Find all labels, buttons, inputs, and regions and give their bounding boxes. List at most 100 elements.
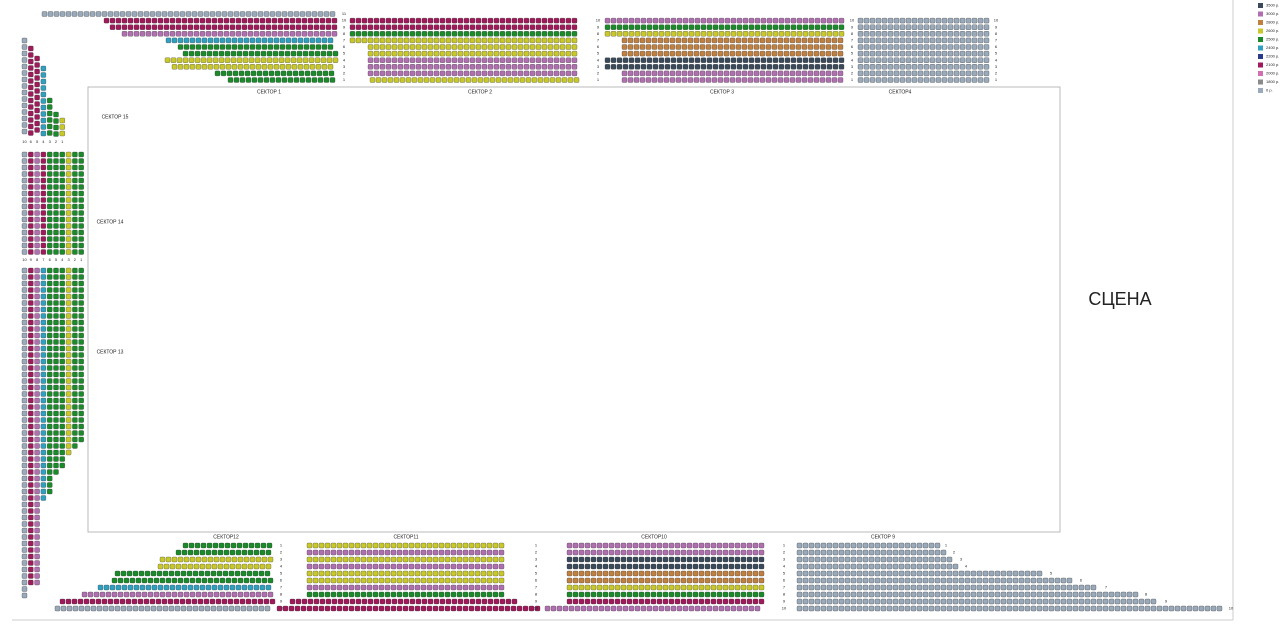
seat: [965, 77, 972, 83]
seat: [862, 556, 869, 563]
seat: [752, 570, 759, 577]
seat: [34, 177, 40, 184]
seat: [65, 326, 72, 332]
seat: [766, 31, 773, 37]
seat: [565, 37, 572, 44]
seat: [541, 31, 548, 37]
seat: [21, 57, 28, 63]
seat: [21, 521, 28, 527]
seat: [414, 549, 421, 556]
seat: [535, 31, 542, 37]
seat: [171, 37, 178, 44]
seat: [132, 570, 139, 577]
seat: [634, 57, 641, 63]
seat: [716, 556, 723, 563]
seat: [83, 11, 90, 17]
seat: [590, 570, 597, 577]
seat: [656, 542, 663, 549]
seat: [237, 577, 244, 584]
seat: [596, 591, 603, 598]
legend-swatch: [1258, 37, 1263, 42]
seat: [65, 300, 72, 306]
seat: [21, 306, 28, 313]
seat: [72, 423, 78, 430]
seat: [65, 236, 72, 242]
seat: [728, 591, 735, 598]
seat: [934, 542, 941, 549]
seat: [379, 44, 386, 50]
seat: [561, 77, 568, 83]
seat: [856, 542, 863, 549]
seat: [201, 44, 208, 50]
seat: [626, 598, 633, 605]
seat: [47, 430, 53, 436]
seat: [157, 24, 164, 30]
seat: [910, 542, 917, 549]
seat: [887, 64, 894, 70]
seat: [59, 249, 65, 255]
seat: [366, 577, 373, 584]
seat: [541, 70, 548, 77]
seat: [893, 77, 900, 83]
seat: [742, 31, 749, 37]
seat: [243, 591, 250, 598]
seat: [658, 64, 665, 70]
seat: [211, 549, 218, 556]
seat: [680, 556, 687, 563]
seat: [910, 577, 917, 584]
seat: [748, 64, 755, 70]
seat: [832, 584, 839, 591]
seat: [627, 70, 634, 77]
seat: [117, 577, 124, 584]
seat: [856, 605, 863, 612]
row-label: 5: [783, 571, 786, 576]
seat: [668, 577, 675, 584]
seat: [438, 542, 445, 549]
seat: [505, 17, 512, 24]
seat: [850, 570, 857, 577]
seat: [66, 605, 73, 612]
seat: [34, 68, 40, 75]
seat: [608, 542, 615, 549]
seat: [477, 77, 484, 83]
seat: [159, 577, 166, 584]
seat: [198, 605, 205, 612]
seat: [65, 371, 72, 378]
seat: [656, 584, 663, 591]
seat: [47, 184, 53, 190]
seat: [616, 605, 623, 612]
seat: [65, 358, 72, 365]
seat: [947, 70, 954, 77]
row-label: 1: [597, 77, 600, 82]
seat: [65, 249, 72, 255]
seat: [251, 77, 258, 83]
seat: [403, 44, 410, 50]
seat: [34, 345, 40, 352]
seat: [808, 563, 815, 570]
seat: [28, 45, 34, 52]
seat: [1048, 591, 1055, 598]
row-label: 5: [851, 51, 854, 56]
seat: [34, 158, 40, 164]
seat: [1054, 605, 1061, 612]
seat: [777, 77, 784, 83]
row-label: 3: [280, 557, 283, 562]
seat: [439, 70, 446, 77]
seat: [674, 591, 681, 598]
seat: [415, 37, 422, 44]
seat: [616, 64, 623, 70]
seat: [249, 44, 256, 50]
seat: [372, 563, 379, 570]
seat: [475, 64, 482, 70]
seat: [663, 77, 670, 83]
seat: [1036, 570, 1043, 577]
seat: [318, 563, 325, 570]
seat: [929, 70, 936, 77]
seat: [408, 577, 415, 584]
seat: [760, 17, 767, 24]
seat: [537, 77, 544, 83]
seat: [212, 50, 219, 57]
seat: [254, 50, 261, 57]
seat: [584, 563, 591, 570]
seat: [433, 37, 440, 44]
